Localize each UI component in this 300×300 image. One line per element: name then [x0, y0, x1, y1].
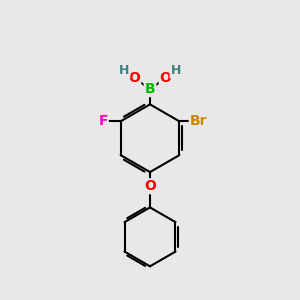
- Text: H: H: [119, 64, 129, 77]
- Text: O: O: [160, 71, 172, 85]
- Text: F: F: [98, 114, 108, 128]
- Text: B: B: [145, 82, 155, 96]
- Text: O: O: [128, 71, 140, 85]
- Text: O: O: [144, 179, 156, 193]
- Text: H: H: [171, 64, 181, 77]
- Text: Br: Br: [190, 114, 207, 128]
